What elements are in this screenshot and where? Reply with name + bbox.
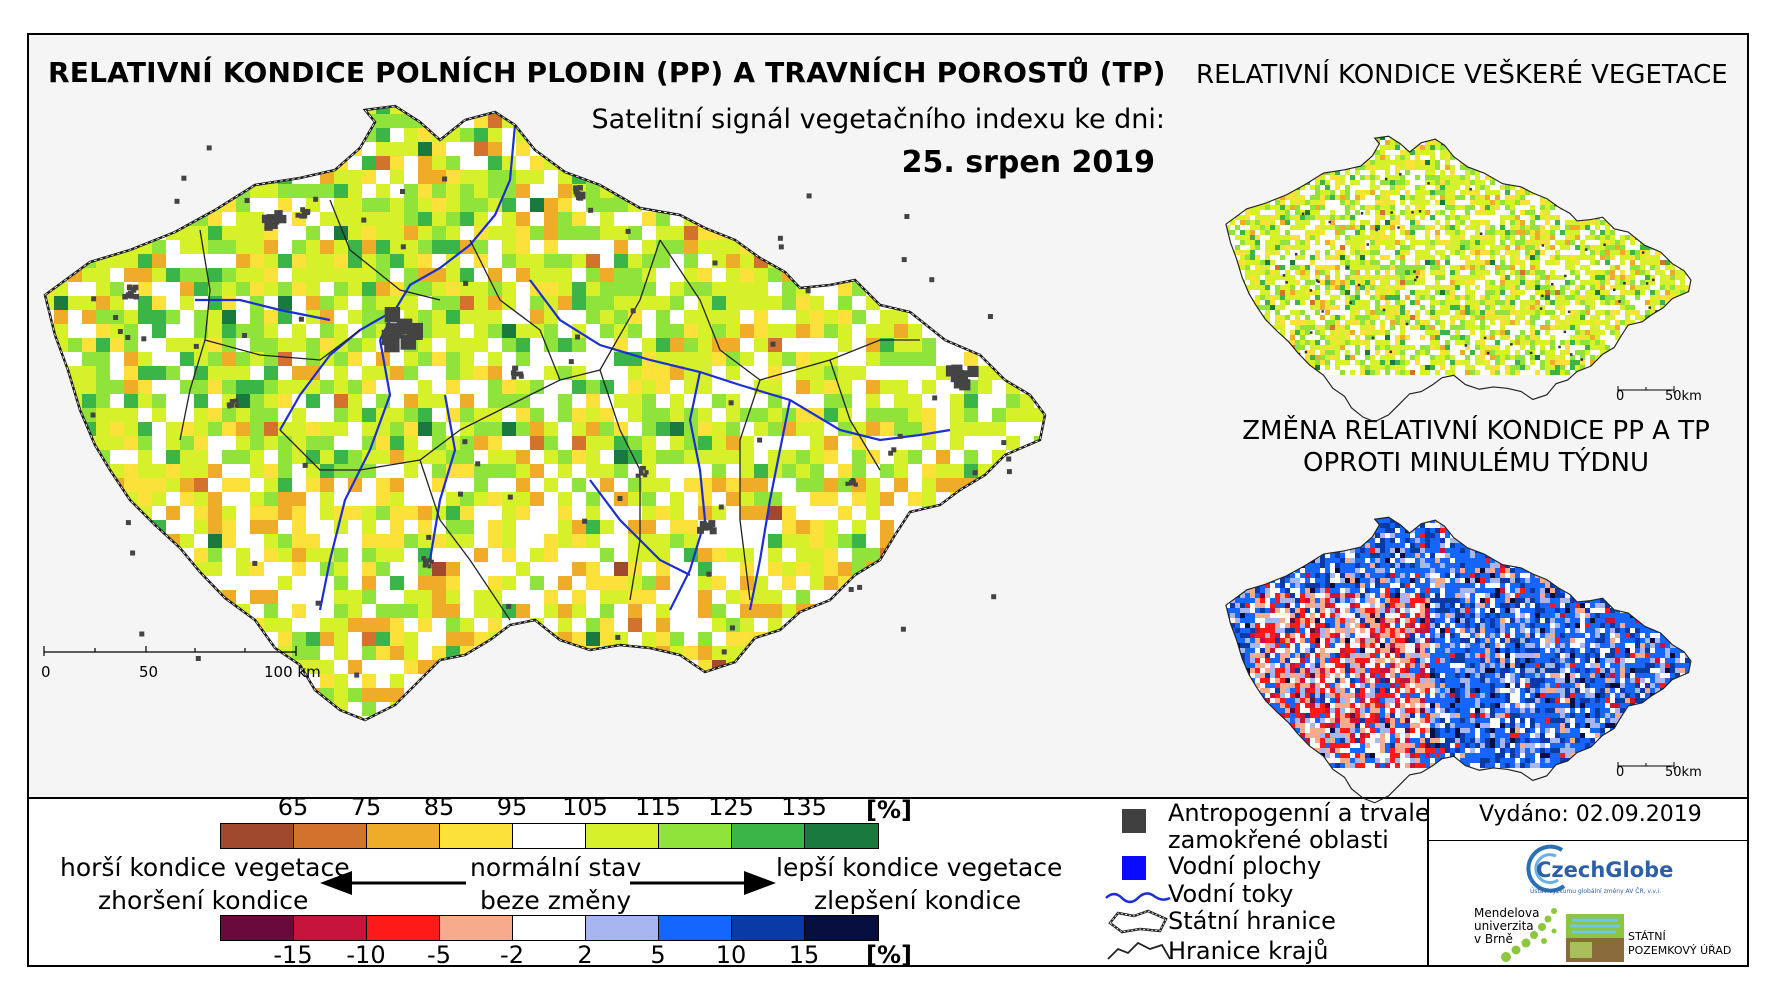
mendel-line2: univerzita (1474, 919, 1534, 933)
water-swatch (1122, 856, 1146, 880)
change-swatch (367, 916, 440, 940)
urban-areas (90, 145, 1012, 678)
main-condition-map (43, 104, 1047, 722)
condition-swatch (294, 824, 367, 848)
change-scalebar (1617, 762, 1675, 769)
veg-scale-50: 50km (1665, 389, 1702, 404)
scale-label-50: 50 (139, 663, 159, 681)
condition-color-ramp (220, 823, 879, 849)
condition-swatch (659, 824, 732, 848)
main-subtitle: Satelitní signál vegetačního indexu ke d… (591, 104, 1165, 135)
scale-label-0: 0 (41, 663, 51, 681)
river-line-icon (1105, 892, 1171, 904)
condition-swatch (732, 824, 805, 848)
scale-label-100: 100 km (264, 663, 321, 681)
left-arrow-icon (320, 871, 466, 895)
condition-unit: [%] (866, 796, 912, 824)
change-swatch (586, 916, 659, 940)
veg-scale-0: 0 (1616, 389, 1625, 404)
better-change-label: zlepšení kondice (814, 886, 1022, 915)
change-unit: [%] (866, 941, 912, 969)
spu-logo-icon (1566, 914, 1624, 962)
right-arrow-icon (630, 871, 776, 895)
change-swatch (805, 916, 878, 940)
change-swatch (221, 916, 294, 940)
main-scalebar (43, 646, 297, 656)
condition-swatch (367, 824, 440, 848)
rivers-label: Vodní toky (1168, 880, 1294, 908)
change-swatch (440, 916, 513, 940)
czechglobe-subtitle: Ústav výzkumu globální změny AV ČR, v.v.… (1530, 888, 1661, 895)
map-date: 25. srpen 2019 (901, 145, 1155, 180)
change-tick-label: 2 (577, 941, 593, 969)
condition-tick-label: 65 (277, 793, 309, 821)
condition-swatch (805, 824, 878, 848)
change-title-line2: OPROTI MINULÉMU TÝDNU (1303, 448, 1649, 478)
urban-label-line1: Antropogenní a trvale (1168, 799, 1430, 827)
condition-tick-label: 95 (496, 793, 528, 821)
change-color-ramp (220, 915, 879, 941)
condition-swatch (440, 824, 513, 848)
logo-divider (1427, 797, 1429, 967)
main-title: RELATIVNÍ KONDICE POLNÍCH PLODIN (PP) A … (48, 56, 1166, 89)
condition-tick-label: 105 (562, 793, 608, 821)
normal-condition-label: normální stav (470, 853, 642, 882)
change-tick-label: 10 (715, 941, 747, 969)
river-lines (195, 124, 951, 611)
condition-swatch (513, 824, 586, 848)
change-swatch (294, 916, 367, 940)
mendel-line3: v Brně (1474, 932, 1513, 946)
mendel-logo-icon (1501, 908, 1557, 962)
worse-condition-label: horší kondice vegetace (60, 853, 350, 882)
issued-divider (1427, 840, 1749, 841)
regions-label: Hranice krajů (1168, 937, 1329, 965)
change-tick-label: 5 (650, 941, 666, 969)
region-border-icon (1107, 941, 1171, 960)
vegetation-inset-title: RELATIVNÍ KONDICE VEŠKERÉ VEGETACE (1196, 60, 1728, 90)
change-title-line1: ZMĚNA RELATIVNÍ KONDICE PP A TP (1242, 416, 1710, 446)
better-condition-label: lepší kondice vegetace (776, 853, 1063, 882)
change-tick-label: -10 (346, 941, 386, 969)
urban-swatch (1122, 809, 1146, 833)
border-label: Státní hranice (1168, 907, 1336, 935)
change-swatch (513, 916, 586, 940)
condition-tick-label: 135 (781, 793, 827, 821)
vegetation-scalebar (1617, 386, 1675, 393)
worse-change-label: zhoršení kondice (98, 886, 309, 915)
condition-tick-label: 75 (350, 793, 382, 821)
change-tick-label: -2 (500, 941, 524, 969)
chg-scale-50: 50km (1665, 765, 1702, 780)
vegetation-condition-map (1224, 135, 1693, 424)
legend-divider (27, 797, 1749, 799)
condition-swatch (586, 824, 659, 848)
state-border-icon (1108, 909, 1168, 934)
czechglobe-logo: CzechGlobe (1536, 858, 1674, 882)
issued-date: Vydáno: 02.09.2019 (1479, 802, 1702, 827)
water-label: Vodní plochy (1168, 852, 1322, 880)
change-inset-title: ZMĚNA RELATIVNÍ KONDICE PP A TP OPROTI M… (1216, 415, 1736, 479)
change-tick-label: -5 (427, 941, 451, 969)
change-tick-label: -15 (273, 941, 313, 969)
change-swatch (659, 916, 732, 940)
change-swatch (732, 916, 805, 940)
condition-tick-label: 85 (423, 793, 455, 821)
condition-tick-label: 125 (708, 793, 754, 821)
urban-label-line2: zamokřené oblasti (1168, 826, 1389, 854)
spu-line1: STÁTNÍ (1628, 930, 1666, 943)
normal-change-label: beze změny (480, 886, 632, 915)
mendel-line1: Mendelova (1474, 906, 1540, 920)
condition-tick-label: 115 (635, 793, 681, 821)
change-condition-map (1224, 516, 1693, 805)
change-tick-label: 15 (788, 941, 820, 969)
spu-line2: POZEMKOVÝ ÚŘAD (1628, 944, 1732, 957)
chg-scale-0: 0 (1616, 765, 1625, 780)
czechglobe-logo-icon (1526, 844, 1566, 893)
condition-swatch (221, 824, 294, 848)
